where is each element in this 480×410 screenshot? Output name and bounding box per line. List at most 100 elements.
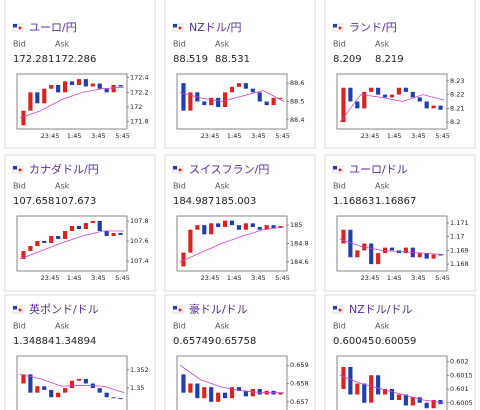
candle <box>118 398 123 400</box>
x-tick-label: 5:45 <box>115 274 130 282</box>
candle <box>369 243 374 265</box>
candle <box>42 386 47 390</box>
ask-label: Ask <box>215 322 230 331</box>
candle <box>28 246 33 251</box>
candle <box>188 229 193 253</box>
candle <box>222 392 228 399</box>
y-tick-label: 107.6 <box>130 237 149 245</box>
candle <box>431 400 436 409</box>
candle <box>341 87 346 123</box>
y-tick-label: 0.658 <box>290 380 309 388</box>
candle <box>76 79 82 85</box>
candle <box>271 225 276 228</box>
candle <box>42 241 47 243</box>
moving-average <box>19 86 125 119</box>
candle <box>35 386 40 393</box>
pair-title: 英ポンド/ドル <box>29 302 99 316</box>
y-tick-label: 8.22 <box>450 91 464 99</box>
plot-frame <box>16 355 128 410</box>
ask-label: Ask <box>55 182 70 191</box>
candle <box>90 221 95 223</box>
candle <box>35 92 40 104</box>
y-tick-label: 1.352 <box>130 366 149 374</box>
candle <box>62 388 68 393</box>
flag-dot <box>18 168 22 172</box>
bid-value: 184.987 <box>173 196 214 207</box>
candle <box>243 223 248 230</box>
x-tick-label: 23:45 <box>361 274 380 282</box>
x-tick-label: 3:45 <box>251 274 266 282</box>
flag-mark <box>13 24 17 28</box>
y-tick-label: 0.657 <box>290 398 309 406</box>
y-tick-label: 8.23 <box>450 77 464 85</box>
candle <box>49 85 54 89</box>
moving-average <box>19 230 124 260</box>
candle <box>216 223 221 227</box>
y-tick-label: 172 <box>130 103 142 111</box>
candle <box>69 226 75 231</box>
card <box>324 154 476 292</box>
y-tick-label: 1.169 <box>450 246 469 254</box>
x-tick-label: 1:45 <box>387 274 402 282</box>
candle <box>396 87 402 95</box>
ask-label: Ask <box>375 322 390 331</box>
candle <box>111 233 116 236</box>
bid-value: 172.281 <box>13 54 54 65</box>
flag-dot <box>178 308 182 312</box>
flag-mark <box>173 306 177 310</box>
flag-mark <box>333 24 337 28</box>
plot-frame <box>16 73 128 130</box>
candle <box>181 83 186 111</box>
candle <box>181 252 186 267</box>
flag-mark <box>333 306 337 310</box>
candle <box>417 397 422 403</box>
y-tick-label: 1.35 <box>130 384 144 392</box>
x-tick-label: 23:45 <box>201 132 220 140</box>
candle <box>222 92 228 107</box>
candle <box>111 397 116 399</box>
ask-label: Ask <box>215 182 230 191</box>
candle <box>382 389 388 395</box>
candle <box>21 110 26 126</box>
candle <box>28 374 33 393</box>
candle <box>389 389 395 400</box>
y-tick-label: 0.6015 <box>450 371 473 379</box>
candle <box>49 236 54 243</box>
pair-title: 豪ドル/ドル <box>189 302 248 316</box>
candle <box>438 105 443 110</box>
bid-value: 107.658 <box>13 196 54 207</box>
y-tick-label: 8.2 <box>450 118 460 126</box>
candle <box>278 392 283 395</box>
candle <box>278 226 283 228</box>
pair-title: ユーロ/円 <box>29 21 77 34</box>
card <box>4 154 156 292</box>
y-tick-label: 172.4 <box>130 74 149 82</box>
candle <box>202 101 207 106</box>
candle <box>348 87 353 102</box>
x-tick-label: 1:45 <box>227 132 242 140</box>
x-tick-label: 23:45 <box>201 274 220 282</box>
candle <box>362 91 367 109</box>
bid-value: 88.519 <box>173 54 208 65</box>
candle <box>35 241 40 246</box>
plot-frame <box>336 73 448 130</box>
candle <box>56 236 61 239</box>
candle <box>417 253 422 258</box>
ask-label: Ask <box>375 40 390 49</box>
x-tick-label: 1:45 <box>67 274 82 282</box>
moving-average <box>339 374 445 404</box>
y-tick-label: 0.601 <box>450 385 469 393</box>
candle <box>83 79 88 87</box>
y-tick-label: 1.171 <box>450 219 469 227</box>
candle <box>209 223 214 235</box>
candle <box>236 225 242 230</box>
x-tick-label: 3:45 <box>411 274 426 282</box>
ask-value: 1.34894 <box>55 336 96 347</box>
candle <box>341 229 346 244</box>
candle <box>209 387 214 402</box>
candle <box>83 378 88 384</box>
candle <box>111 85 116 93</box>
candle <box>264 225 269 230</box>
